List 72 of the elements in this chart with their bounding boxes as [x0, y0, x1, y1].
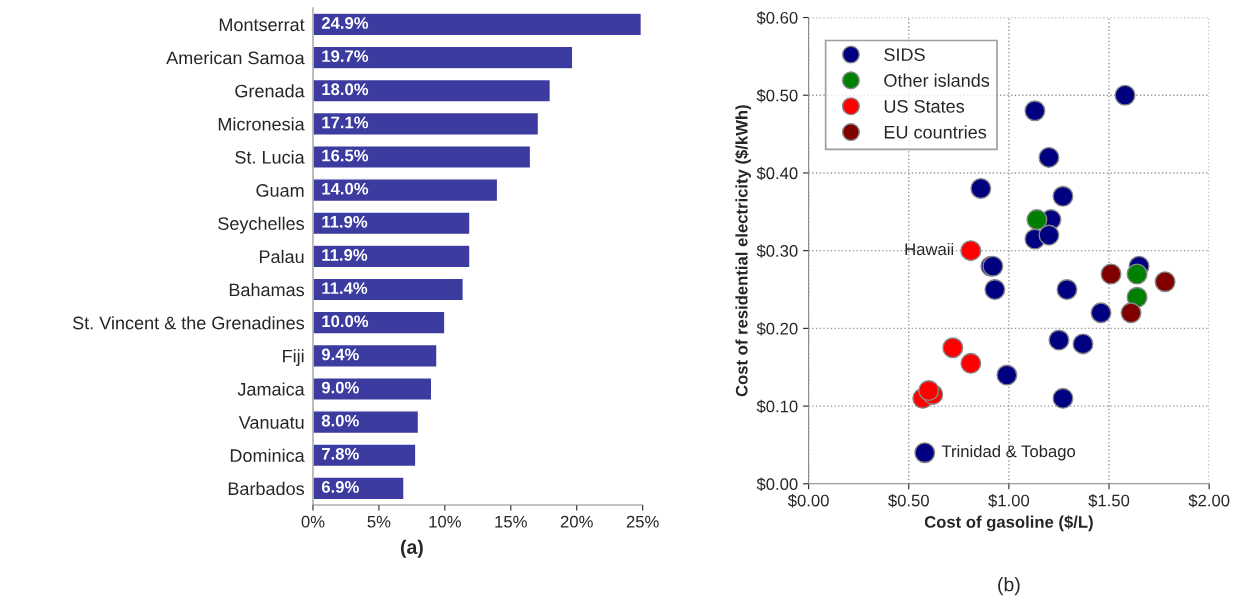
y-tick-label: Grenada: [235, 84, 305, 98]
bar: [312, 376, 433, 401]
legend-label: EU countries: [884, 125, 987, 139]
data-label: 11.9%: [322, 215, 368, 228]
y-tick-label: American Samoa: [166, 51, 305, 65]
bar: [312, 12, 643, 37]
y-tick-label: $0.00: [756, 477, 798, 491]
bar: [312, 178, 499, 203]
y-tick-label: Micronesia: [218, 117, 305, 131]
x-tick-label: 5%: [367, 515, 391, 528]
x-tick-label: $1.50: [1088, 493, 1130, 508]
y-tick-label: Vanuatu: [238, 416, 304, 429]
data-label: 9.4%: [321, 348, 359, 361]
y-tick-label: Fiji: [283, 349, 304, 367]
y-axis-title: Cost of residential electricity ($/kWh): [735, 105, 751, 397]
x-tick-label: $1.00: [988, 493, 1030, 508]
data-label: 11.9%: [322, 249, 368, 261]
data-label: 8.0%: [321, 414, 359, 427]
bar: [312, 211, 471, 236]
bar: [312, 78, 552, 103]
y-tick-label: Palau: [259, 249, 304, 264]
data-label: 19.7%: [322, 50, 369, 63]
y-tick-label: Jamaica: [237, 382, 305, 396]
y-tick-label: Dominica: [230, 448, 305, 462]
data-label: 10.0%: [322, 315, 369, 328]
x-axis-title: Cost of gasoline ($/L): [924, 515, 1093, 532]
bar: [312, 310, 446, 335]
y-tick-label: $0.20: [756, 322, 798, 336]
y-tick-label: $0.60: [756, 11, 798, 25]
legend-label: SIDS: [884, 48, 925, 62]
x-tick-label: 25%: [626, 515, 659, 528]
bar: [312, 111, 540, 136]
x-tick-label: 20%: [560, 515, 593, 528]
y-tick-label: Montserrat: [219, 18, 305, 32]
bar: [312, 410, 420, 435]
bar: [312, 476, 405, 501]
data-label: 7.8%: [322, 447, 359, 460]
annotation: Hawaii: [905, 242, 954, 256]
data-label: 6.9%: [321, 481, 359, 493]
data-label: 16.5%: [322, 149, 369, 162]
y-tick-label: $0.50: [756, 88, 798, 103]
y-tick-label: Seychelles: [218, 216, 305, 234]
y-tick-label: $0.10: [756, 399, 798, 414]
y-tick-label: St. Vincent & the Grenadines: [72, 316, 305, 330]
y-tick-label: Guam: [256, 184, 304, 197]
x-tick-label: 10%: [429, 515, 461, 528]
legend-label: US States: [884, 99, 965, 113]
y-tick-label: St. Lucia: [235, 150, 305, 164]
y-tick-label: $0.30: [756, 244, 798, 258]
y-tick-label: Bahamas: [229, 283, 305, 297]
data-label: 17.1%: [322, 116, 369, 129]
annotation: Trinidad & Tobago: [941, 444, 1076, 461]
x-tick-label: 0%: [301, 515, 325, 528]
legend-label: Other islands: [884, 73, 990, 87]
x-tick-label: 15%: [495, 515, 527, 528]
x-tick-label: $0.00: [787, 493, 829, 508]
text: (b): [998, 577, 1020, 596]
bar: [312, 45, 574, 70]
y-tick-label: Barbados: [228, 481, 305, 496]
data-label: 11.4%: [322, 282, 368, 294]
x-tick-label: $2.00: [1188, 493, 1230, 508]
text: (a): [400, 539, 423, 558]
bar: [312, 443, 417, 468]
x-tick-label: $0.50: [888, 493, 929, 508]
y-tick-label: $0.40: [756, 166, 798, 181]
data-label: 24.9%: [321, 17, 369, 29]
bar: [312, 244, 471, 269]
data-label: 14.0%: [322, 182, 369, 195]
data-label: 18.0%: [322, 83, 369, 96]
data-label: 9.0%: [321, 381, 359, 394]
bar: [312, 343, 438, 368]
bar: [312, 145, 532, 169]
